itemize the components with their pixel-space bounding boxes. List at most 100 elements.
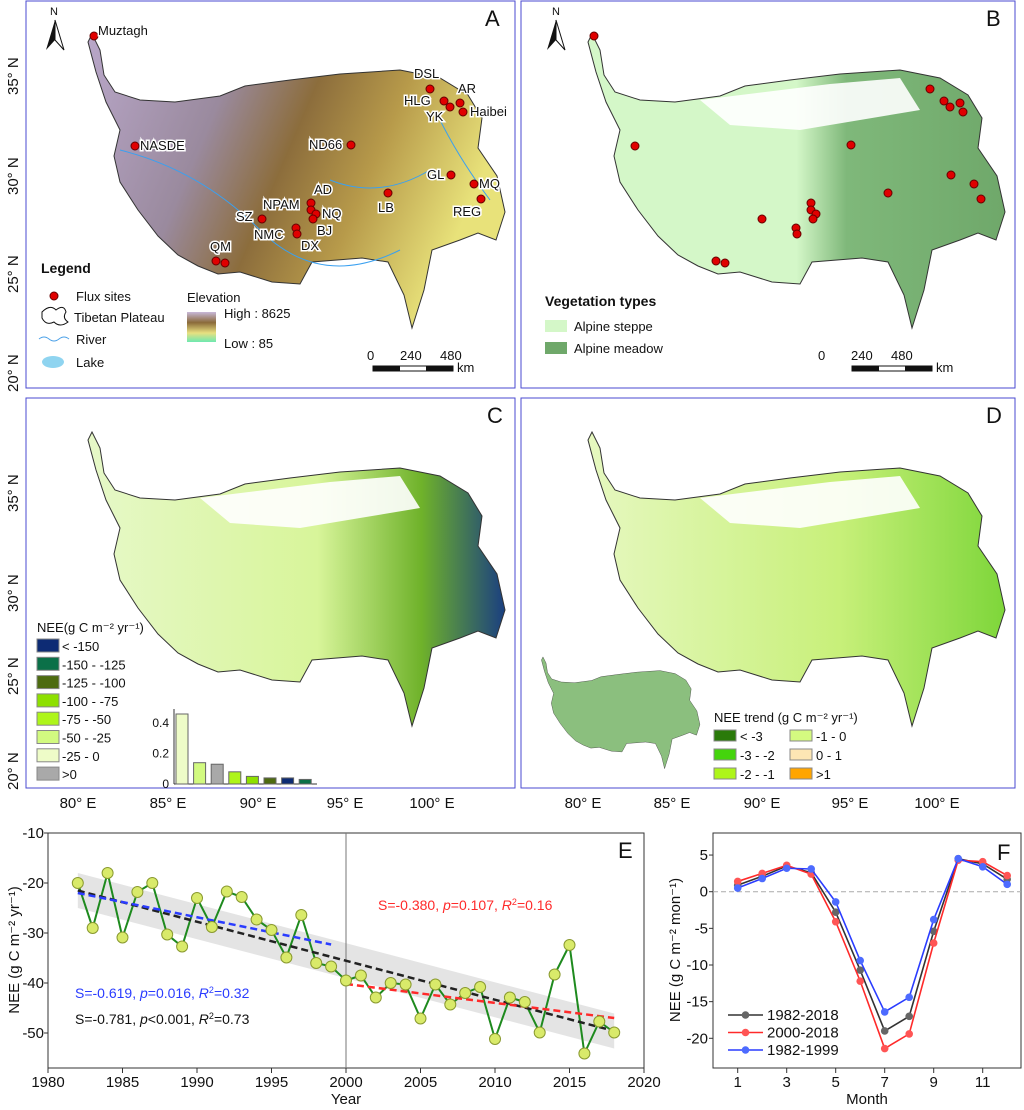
lon-labels-d: 80° E 85° E 90° E 95° E 100° E	[565, 795, 960, 812]
legend-label: 2000-2018	[767, 1025, 839, 1042]
nee-point	[116, 931, 129, 944]
legend-steppe: Alpine steppe	[574, 319, 653, 334]
scale-480: 480	[891, 348, 913, 363]
series-point-1982-1999	[954, 854, 962, 863]
legend-river: River	[76, 332, 107, 347]
scale-bar-a: 0 240 480 km	[367, 348, 474, 375]
flux-site-label: DX	[301, 238, 319, 253]
lat-label: 35° N	[5, 57, 22, 95]
legend-a: Legend Flux sites Tibetan Plateau River …	[38, 260, 291, 370]
scale-480: 480	[440, 348, 462, 363]
steppe-swatch	[545, 320, 567, 332]
flux-sites: Muztagh DSL HLG AR YK Haibei NASDE ND66 GL MQ REG L…	[89, 22, 986, 268]
nee-point	[176, 940, 189, 953]
nee-point	[146, 877, 159, 889]
flux-site-label: REG	[453, 204, 481, 219]
plateau-outline-icon	[41, 306, 69, 326]
flux-site-marker	[883, 188, 893, 198]
elevation-title: Elevation	[187, 290, 240, 305]
x-tick-label: 2015	[553, 1074, 586, 1091]
x-axis-label: Year	[331, 1091, 361, 1108]
nee-point	[295, 909, 308, 921]
y-tick-label: -15	[686, 994, 708, 1011]
flux-site-marker	[946, 170, 956, 180]
flux-site-label: BJ	[317, 223, 332, 238]
nee-point	[71, 877, 84, 889]
y-tick-label: -50	[22, 1025, 44, 1042]
flux-site-marker	[455, 98, 465, 108]
trend-class-label: -1 - 0	[816, 729, 846, 744]
series-point-1982-2018	[929, 927, 938, 936]
y-tick-label: -20	[22, 875, 44, 892]
annotation-1982-2018: S=-0.781, p<0.001, R2=0.73	[75, 1011, 250, 1027]
nee-class-label: -50 - -25	[62, 731, 111, 746]
flux-site-marker	[346, 140, 356, 150]
flux-site-marker	[308, 214, 318, 224]
nee-point	[399, 978, 412, 991]
nee-point	[265, 924, 278, 936]
north-arrow-a: N	[46, 6, 65, 51]
trend-class-label: >1	[816, 767, 831, 782]
lat-label: 20° N	[5, 752, 22, 790]
nee-point	[459, 987, 472, 999]
series-point-1982-1999	[905, 993, 913, 1002]
series-line-1982-1999	[737, 857, 1008, 1014]
scale-segment	[852, 366, 879, 371]
nee-point	[101, 867, 114, 879]
x-axis-label: Month	[846, 1091, 888, 1108]
flux-site-marker	[257, 214, 267, 224]
north-label: N	[50, 6, 58, 18]
lon-label: 95° E	[832, 795, 869, 812]
series-point-1982-2018	[831, 908, 840, 917]
series-point-2000-2018	[856, 977, 864, 985]
trend-class-swatch	[713, 767, 737, 780]
nee-class-label: >0	[62, 767, 77, 782]
x-tick-label: 7	[881, 1074, 889, 1091]
flux-site-marker	[220, 258, 230, 268]
nee-point	[474, 981, 487, 993]
hist-bar	[245, 775, 259, 785]
vegetation-map	[587, 32, 1006, 330]
flux-site-label: LB	[378, 200, 394, 215]
y-tick-label: -20	[686, 1030, 708, 1047]
x-tick-label: 1985	[106, 1074, 139, 1091]
flux-site-marker	[458, 107, 468, 117]
series-point-1982-2018	[856, 966, 864, 974]
lat-label: 35° N	[5, 474, 22, 512]
series-point-2000-2018	[1003, 871, 1011, 880]
legend-label: 1982-2018	[767, 1007, 839, 1024]
flux-site-label: SZ	[236, 209, 253, 224]
x-tick-label: 2010	[478, 1074, 511, 1091]
chart-e: E Year NEE (g C m⁻² yr⁻¹) 1980 1985 1990 19…	[6, 825, 661, 1108]
series-point-1982-2018	[880, 1027, 889, 1035]
flux-site-label: DSL	[414, 66, 439, 81]
trend-class-label: < -3	[740, 729, 763, 744]
panel-letter-a: A	[485, 6, 500, 31]
legend-marker	[741, 1011, 750, 1019]
series-point-1982-1999	[758, 874, 766, 883]
north-arrow-icon	[46, 20, 55, 50]
x-tick-label: 2000	[329, 1074, 362, 1091]
nee-point	[578, 1047, 591, 1060]
lat-label: 20° N	[5, 354, 22, 392]
nee-class-label: -100 - -75	[62, 694, 118, 709]
lon-labels-c: 80° E 85° E 90° E 95° E 100° E	[60, 795, 455, 812]
flux-site-label: NQ	[322, 206, 342, 221]
hist-bar	[193, 762, 207, 785]
north-arrow-icon	[547, 20, 556, 50]
x-tick-label: 9	[930, 1074, 938, 1091]
nee-point	[220, 885, 233, 898]
series-point-1982-1999	[782, 864, 791, 873]
nee-point	[191, 892, 203, 904]
flux-site-marker	[955, 98, 965, 108]
flux-site-marker	[711, 256, 721, 266]
flux-site-label: MQ	[479, 176, 500, 191]
lon-label: 90° E	[240, 795, 277, 812]
elevation-map	[87, 32, 506, 330]
nee-class-label: -25 - 0	[62, 749, 100, 764]
y-tick-label: 0	[700, 884, 708, 901]
hist-y-tick: 0	[162, 777, 169, 791]
lat-label: 25° N	[5, 657, 22, 695]
scale-unit: km	[457, 360, 474, 375]
nee-class-label: -125 - -100	[62, 676, 126, 691]
